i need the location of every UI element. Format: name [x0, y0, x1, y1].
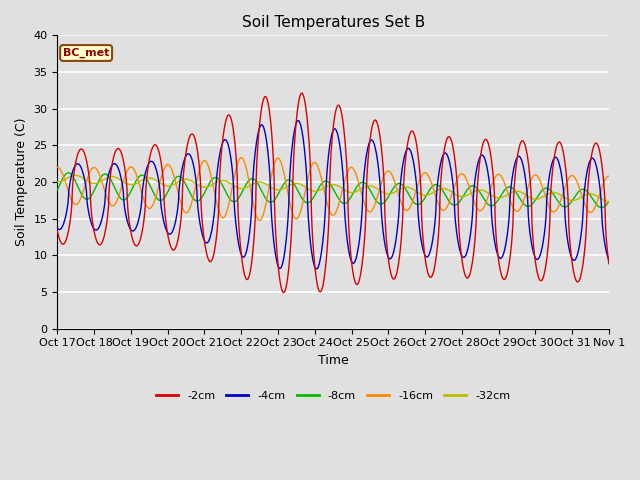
-16cm [54, 164, 61, 170]
-8cm [368, 190, 376, 196]
-32cm [97, 179, 104, 184]
-16cm [118, 181, 126, 187]
-8cm [54, 187, 61, 192]
-4cm [118, 183, 126, 189]
-8cm [97, 175, 104, 181]
-16cm [310, 160, 317, 166]
-4cm [54, 226, 61, 231]
-32cm [309, 188, 317, 194]
-16cm [288, 209, 296, 215]
-16cm [96, 173, 104, 179]
-2cm [310, 248, 317, 253]
-2cm [368, 125, 376, 131]
-2cm [96, 242, 104, 248]
Text: BC_met: BC_met [63, 48, 109, 58]
-8cm [288, 178, 296, 184]
-4cm [312, 266, 320, 272]
-4cm [368, 137, 376, 143]
-4cm [605, 257, 612, 263]
-8cm [300, 197, 307, 203]
-2cm [118, 154, 126, 160]
-2cm [298, 90, 305, 96]
-4cm [287, 151, 295, 157]
Title: Soil Temperatures Set B: Soil Temperatures Set B [241, 15, 425, 30]
Line: -32cm: -32cm [58, 175, 609, 202]
-4cm [300, 136, 307, 142]
-8cm [65, 170, 72, 176]
-32cm [72, 172, 79, 178]
-4cm [294, 118, 302, 123]
-16cm [300, 196, 307, 202]
Y-axis label: Soil Temperature (C): Soil Temperature (C) [15, 118, 28, 246]
-2cm [280, 289, 287, 295]
-8cm [605, 199, 612, 204]
-32cm [300, 183, 307, 189]
-2cm [54, 228, 61, 234]
-8cm [598, 204, 605, 210]
-4cm [309, 258, 317, 264]
-2cm [300, 93, 307, 98]
Line: -4cm: -4cm [58, 120, 609, 269]
Line: -8cm: -8cm [58, 173, 609, 207]
-32cm [288, 181, 296, 187]
X-axis label: Time: Time [318, 354, 349, 367]
-32cm [368, 183, 376, 189]
-16cm [368, 208, 376, 214]
Legend: -2cm, -4cm, -8cm, -16cm, -32cm: -2cm, -4cm, -8cm, -16cm, -32cm [152, 386, 515, 405]
-32cm [119, 179, 127, 184]
-16cm [256, 217, 264, 223]
-16cm [605, 173, 612, 179]
-8cm [119, 197, 127, 203]
Line: -2cm: -2cm [58, 93, 609, 292]
-16cm [237, 155, 245, 160]
-2cm [605, 261, 612, 267]
Line: -16cm: -16cm [58, 157, 609, 220]
-32cm [54, 179, 61, 185]
-32cm [605, 199, 612, 204]
-2cm [288, 224, 296, 229]
-4cm [96, 222, 104, 228]
-8cm [309, 195, 317, 201]
